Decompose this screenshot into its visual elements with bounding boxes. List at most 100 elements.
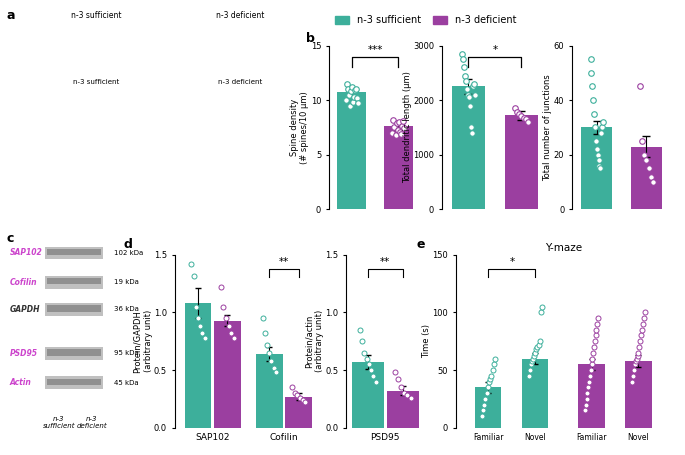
Point	[467, 83, 478, 90]
Point	[340, 96, 351, 104]
Text: a: a	[7, 9, 15, 22]
Point	[364, 361, 375, 368]
Bar	[47, 379, 101, 385]
Bar	[45, 276, 103, 288]
Point	[639, 151, 650, 158]
Text: Cofilin: Cofilin	[10, 278, 37, 287]
Point	[192, 314, 203, 322]
Text: **: **	[380, 257, 390, 267]
Point	[286, 384, 297, 391]
Point	[349, 93, 360, 101]
Point	[587, 83, 598, 90]
Point	[535, 309, 546, 316]
Point	[349, 86, 360, 94]
Point	[397, 123, 408, 130]
Point	[485, 376, 496, 383]
Point	[391, 119, 402, 126]
Bar	[47, 349, 101, 355]
Bar	[505, 116, 538, 209]
Bar	[286, 397, 312, 428]
Bar	[256, 354, 282, 428]
Point	[342, 80, 353, 87]
Bar	[338, 92, 366, 209]
Point	[268, 364, 279, 371]
Point	[534, 338, 545, 345]
Point	[395, 128, 406, 136]
Point	[630, 357, 641, 364]
Point	[229, 334, 240, 341]
Point	[226, 329, 237, 337]
Point	[585, 366, 596, 374]
Point	[402, 392, 413, 399]
Point	[647, 178, 658, 186]
Point	[591, 326, 602, 334]
Point	[593, 151, 603, 158]
Point	[525, 361, 536, 368]
Bar	[352, 362, 384, 428]
Point	[597, 118, 608, 126]
Point	[626, 378, 637, 385]
Point	[399, 125, 410, 132]
Point	[512, 108, 523, 116]
Point	[355, 326, 366, 334]
Text: 95 kDa: 95 kDa	[114, 350, 138, 356]
Point	[390, 131, 401, 139]
Text: n-3
deficient: n-3 deficient	[77, 416, 107, 429]
Point	[591, 146, 602, 153]
Text: d: d	[123, 238, 132, 251]
Text: SAP102: SAP102	[10, 248, 42, 258]
Title: Y-maze: Y-maze	[545, 243, 582, 253]
Bar	[522, 359, 549, 428]
Text: n-3 sufficient: n-3 sufficient	[73, 79, 119, 85]
Bar	[47, 305, 101, 312]
Bar	[47, 249, 101, 255]
Text: *: *	[509, 257, 514, 267]
Point	[476, 413, 487, 420]
Text: ***: ***	[367, 46, 383, 56]
Bar	[45, 247, 103, 259]
Point	[221, 314, 232, 322]
Point	[523, 372, 534, 379]
Point	[223, 323, 234, 330]
Text: PSD95: PSD95	[10, 349, 38, 358]
Point	[350, 86, 361, 93]
Y-axis label: Spine density
(# spines/10 μm): Spine density (# spines/10 μm)	[290, 91, 309, 164]
Point	[368, 372, 379, 379]
Point	[635, 83, 646, 90]
Point	[345, 88, 356, 95]
Point	[389, 369, 400, 376]
Point	[393, 376, 403, 383]
Bar	[45, 303, 103, 316]
Point	[518, 114, 529, 121]
Point	[632, 353, 643, 360]
Point	[490, 355, 501, 362]
Point	[264, 349, 275, 356]
Point	[640, 309, 651, 316]
Point	[529, 353, 540, 360]
Point	[480, 395, 491, 403]
Point	[481, 389, 492, 397]
Point	[463, 94, 474, 101]
Text: b: b	[306, 32, 314, 46]
Point	[589, 338, 600, 345]
Point	[399, 389, 410, 397]
Y-axis label: Protein/GAPDH
(arbitrary unit): Protein/GAPDH (arbitrary unit)	[133, 310, 153, 373]
Point	[297, 396, 308, 404]
Text: e: e	[416, 238, 425, 251]
Point	[190, 303, 201, 310]
Point	[584, 378, 595, 385]
Point	[588, 344, 599, 351]
Point	[371, 378, 382, 385]
Point	[347, 83, 358, 91]
Point	[357, 338, 368, 345]
Point	[352, 100, 363, 107]
Point	[344, 91, 355, 98]
Point	[186, 260, 197, 268]
Bar	[45, 347, 103, 360]
Point	[531, 346, 542, 353]
Bar	[625, 361, 651, 428]
Point	[521, 116, 532, 123]
Text: Actin: Actin	[10, 378, 32, 387]
Point	[587, 355, 598, 362]
Point	[479, 401, 490, 408]
